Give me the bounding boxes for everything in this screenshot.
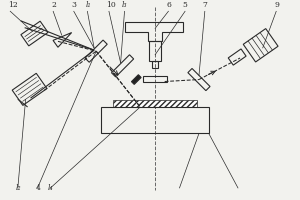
Text: l₃: l₃ [122,1,127,9]
Text: 3: 3 [72,1,77,9]
Text: l₄: l₄ [48,184,54,192]
Text: 2: 2 [51,1,56,9]
Text: 10: 10 [106,1,116,9]
Text: 4: 4 [35,184,40,192]
Polygon shape [113,100,197,107]
Text: l₁: l₁ [85,1,91,9]
Text: 5: 5 [182,1,187,9]
Text: 6: 6 [167,1,172,9]
Text: 7: 7 [202,1,207,9]
Text: l₂: l₂ [16,184,21,192]
Text: 9: 9 [274,1,279,9]
Polygon shape [131,75,141,84]
Text: 12: 12 [8,1,18,9]
